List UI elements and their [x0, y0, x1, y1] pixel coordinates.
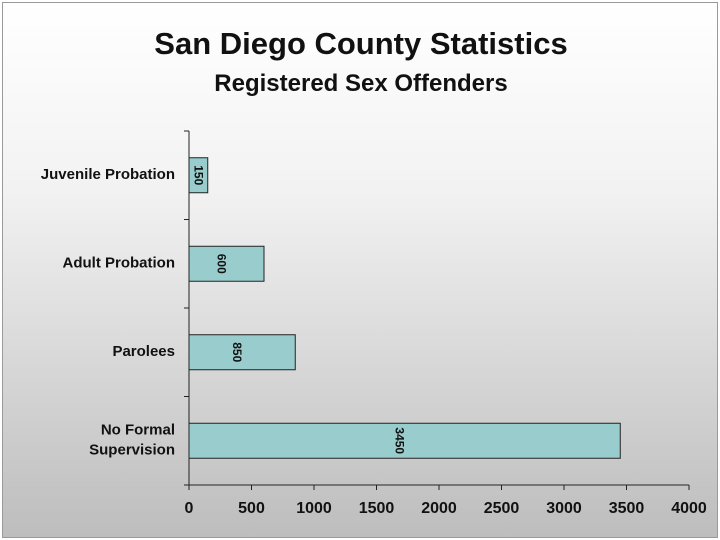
category-label: Adult Probation: [63, 255, 176, 272]
x-tick-label: 3500: [609, 500, 645, 517]
category-label: Juvenile Probation: [41, 166, 175, 183]
bar: [188, 245, 265, 282]
x-tick-label: 2000: [421, 500, 457, 517]
x-tick-label: 2500: [484, 500, 520, 517]
chart-title: San Diego County Statistics: [154, 26, 568, 61]
data-label: 850: [230, 342, 244, 362]
category-label: No Formal: [101, 422, 175, 439]
category-label: Parolees: [112, 343, 175, 360]
category-label: Supervision: [89, 442, 175, 459]
x-tick-label: 0: [185, 500, 194, 517]
x-tick-label: 1000: [296, 500, 332, 517]
data-label: 3450: [392, 427, 406, 454]
bar: [188, 422, 621, 459]
x-tick-label: 4000: [671, 500, 707, 517]
data-label: 150: [192, 165, 206, 185]
bar-chart: 150 Juvenile Probation 600 Adult Probation 8…: [41, 130, 707, 517]
x-tick-label: 3000: [546, 500, 582, 517]
x-tick-label: 500: [238, 500, 265, 517]
data-label: 600: [214, 254, 228, 274]
chart-subtitle: Registered Sex Offenders: [214, 70, 508, 97]
x-tick-label: 1500: [359, 500, 395, 517]
